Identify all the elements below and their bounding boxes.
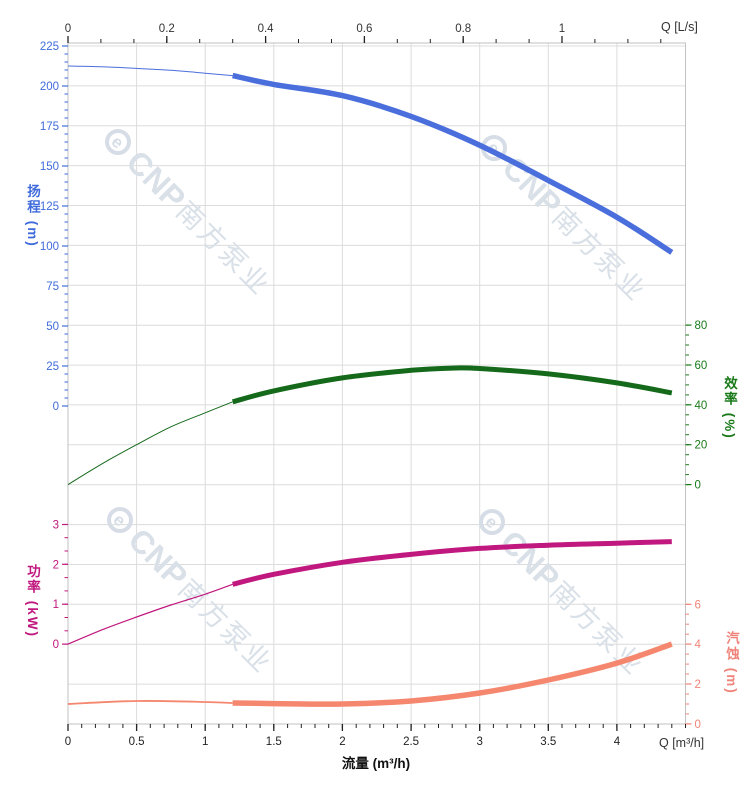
- head-axis-title: 扬程 (m): [25, 184, 40, 248]
- efficiency-tick-label: 20: [695, 440, 708, 452]
- head-tick-label: 125: [40, 201, 59, 213]
- flow-top-tick-label: 1: [559, 23, 565, 35]
- npsh-curve: [232, 641, 673, 707]
- npsh-tick-label: 0: [695, 719, 701, 731]
- flow-top-tick-label: 0.4: [258, 23, 275, 35]
- npsh-tick-label: 6: [695, 599, 701, 611]
- flow-top-tick-label: 0.2: [159, 23, 175, 35]
- npsh-axis-title: 汽蚀 (m): [724, 631, 739, 695]
- head-tick-label: 0: [53, 401, 59, 413]
- efficiency-tick-label: 0: [695, 480, 701, 492]
- flow-top-axis: 0 0.2 0.4 0.6 0.8 1: [65, 23, 662, 43]
- plot-border: [67, 42, 686, 725]
- flow-top-tick-label: 0: [65, 23, 71, 35]
- curves: [67, 65, 674, 707]
- efficiency-axis: 80 60 40 20 0: [685, 320, 708, 492]
- flow-top-tick-label: 0.8: [455, 23, 471, 35]
- npsh-curve-extrapolated: [67, 700, 233, 705]
- efficiency-axis-title: 效率 (%): [722, 376, 737, 440]
- flow-bottom-tick-label: 3: [476, 736, 482, 748]
- bottom-flow-unit-label: Q [m³/h]: [659, 736, 705, 750]
- cnp-logo-icon: [479, 509, 505, 535]
- efficiency-tick-label: 40: [695, 400, 708, 412]
- flow-bottom-axis: 0 0.5 1 1.5 2 2.5 3 3.5 4: [65, 724, 686, 748]
- head-curve: [232, 72, 674, 255]
- head-tick-label: 50: [46, 321, 59, 333]
- power-tick-label: 1: [53, 599, 59, 611]
- npsh-axis: 6 4 2 0: [685, 599, 702, 731]
- flow-bottom-tick-label: 4: [614, 736, 621, 748]
- power-tick-label: 0: [53, 639, 59, 651]
- flow-bottom-tick-label: 0: [65, 736, 71, 748]
- head-axis: 225 200 175 150 125 100 75 50 25 0: [40, 41, 68, 413]
- watermark-brand-cn: 南方泵业: [546, 202, 652, 308]
- head-tick-label: 75: [46, 281, 59, 293]
- head-tick-label: 25: [46, 361, 59, 373]
- efficiency-curve-extrapolated: [67, 401, 233, 486]
- flow-bottom-tick-label: 2.5: [403, 736, 419, 748]
- power-tick-label: 2: [53, 559, 59, 571]
- power-tick-label: 3: [53, 520, 59, 532]
- flow-bottom-tick-label: 3.5: [540, 736, 556, 748]
- flow-bottom-tick-label: 1: [202, 736, 208, 748]
- power-curve-extrapolated: [67, 583, 233, 645]
- flow-top-tick-label: 0.6: [356, 23, 372, 35]
- efficiency-tick-label: 60: [695, 360, 708, 372]
- flow-bottom-tick-label: 2: [339, 736, 345, 748]
- flow-axis-title: 流量 (m³/h): [341, 756, 411, 771]
- cnp-logo-icon: [105, 129, 131, 155]
- top-flow-unit-label: Q [L/s]: [661, 20, 698, 34]
- head-tick-label: 200: [40, 81, 59, 93]
- efficiency-curve: [232, 365, 673, 405]
- power-axis-title: 功率 (kW): [25, 564, 40, 638]
- cnp-logo-icon: [107, 507, 133, 533]
- watermark-brand-cn: 南方泵业: [172, 574, 278, 680]
- power-curve: [232, 539, 672, 587]
- head-tick-label: 175: [40, 121, 59, 133]
- efficiency-tick-label: 80: [695, 320, 708, 332]
- power-axis: 3 2 1 0: [53, 520, 68, 651]
- flow-bottom-tick-label: 0.5: [129, 736, 145, 748]
- grid: [67, 43, 686, 725]
- npsh-tick-label: 4: [695, 639, 702, 651]
- flow-bottom-tick-label: 1.5: [266, 736, 282, 748]
- head-tick-label: 225: [40, 41, 59, 53]
- head-tick-label: 150: [40, 161, 59, 173]
- head-curve-extrapolated: [67, 65, 233, 77]
- watermark-brand-cn: 南方泵业: [170, 196, 276, 302]
- npsh-tick-label: 2: [695, 679, 701, 691]
- head-tick-label: 100: [40, 241, 59, 253]
